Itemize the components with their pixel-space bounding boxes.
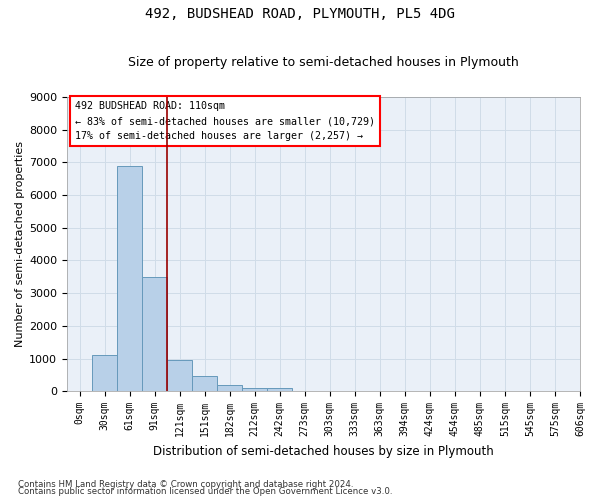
Text: Contains public sector information licensed under the Open Government Licence v3: Contains public sector information licen… (18, 488, 392, 496)
Text: 492, BUDSHEAD ROAD, PLYMOUTH, PL5 4DG: 492, BUDSHEAD ROAD, PLYMOUTH, PL5 4DG (145, 8, 455, 22)
Bar (242, 388, 267, 391)
Y-axis label: Number of semi-detached properties: Number of semi-detached properties (15, 141, 25, 347)
Bar (192, 376, 217, 391)
Text: 492 BUDSHEAD ROAD: 110sqm
← 83% of semi-detached houses are smaller (10,729)
17%: 492 BUDSHEAD ROAD: 110sqm ← 83% of semi-… (75, 102, 375, 141)
X-axis label: Distribution of semi-detached houses by size in Plymouth: Distribution of semi-detached houses by … (153, 444, 494, 458)
Title: Size of property relative to semi-detached houses in Plymouth: Size of property relative to semi-detach… (128, 56, 519, 70)
Bar (167, 360, 192, 391)
Bar (142, 277, 167, 391)
Bar (267, 388, 292, 391)
Bar (117, 166, 142, 391)
Text: Contains HM Land Registry data © Crown copyright and database right 2024.: Contains HM Land Registry data © Crown c… (18, 480, 353, 489)
Bar (92, 355, 117, 391)
Bar (217, 384, 242, 391)
